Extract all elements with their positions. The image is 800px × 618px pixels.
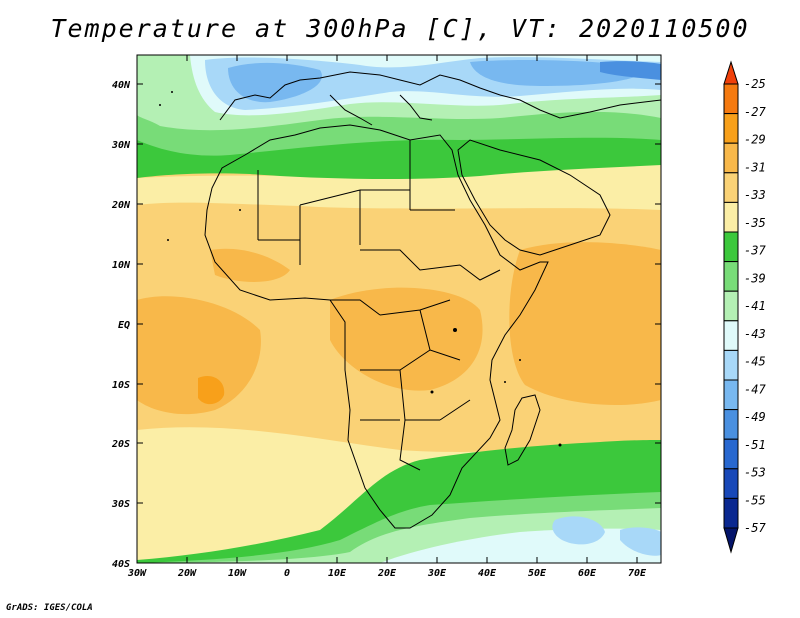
- colorbar-label: -31: [744, 160, 766, 174]
- colorbar-label: -25: [744, 77, 766, 91]
- colorbar-label: -43: [744, 327, 766, 341]
- colorbar-swatch: [723, 201, 739, 233]
- colorbar-swatch: [723, 379, 739, 411]
- colorbar-swatch: [723, 261, 739, 292]
- map-title: Temperature at 300hPa [C], VT: 202011050…: [50, 14, 750, 43]
- colorbar-label: -33: [744, 188, 766, 202]
- colorbar-swatch: [723, 468, 739, 499]
- lat-label-10n: 10N: [112, 260, 131, 271]
- colorbar-top-arrow: [723, 60, 739, 85]
- colorbar-label: -49: [744, 410, 766, 424]
- lon-label-20e: 20E: [377, 568, 397, 579]
- lon-label-10w: 10W: [228, 568, 247, 579]
- lon-label-40e: 40E: [478, 568, 497, 579]
- lon-label-50e: 50E: [528, 568, 547, 579]
- lat-label-40s: 40S: [112, 559, 130, 570]
- lat-label-10s: 10S: [112, 380, 130, 391]
- lat-label-20s: 20S: [111, 439, 130, 450]
- colorbar-label: -51: [744, 438, 766, 452]
- colorbar-swatch: [723, 349, 739, 381]
- colorbar-swatch: [723, 231, 739, 263]
- latitude-axis: [137, 83, 661, 504]
- colorbar-swatch: [723, 83, 739, 115]
- colorbar-label: -53: [744, 466, 766, 480]
- lon-label-30e: 30E: [427, 568, 447, 579]
- lon-label-70e: 70E: [628, 568, 647, 579]
- lat-label-40n: 40N: [112, 80, 131, 91]
- colorbar-label: -45: [744, 355, 766, 369]
- colorbar-swatch: [723, 172, 739, 203]
- colorbar-label: -41: [744, 299, 766, 313]
- colorbar-bottom-arrow: [723, 527, 739, 554]
- lat-label-30s: 30S: [111, 499, 130, 510]
- colorbar-label: -35: [744, 216, 766, 230]
- colorbar-label: -39: [744, 271, 766, 285]
- colorbar: -25 -27 -29 -31 -33 -35 -37 -39 -41 -43 -45 -47 -49 -…: [723, 60, 766, 554]
- lon-label-30w: 30W: [127, 568, 147, 579]
- colorbar-swatch: [723, 113, 739, 144]
- lon-label-0: 0: [284, 568, 290, 579]
- colorbar-swatch: [723, 290, 739, 322]
- colorbar-label: -55: [744, 493, 766, 507]
- plot-frame: [136, 54, 662, 564]
- credit-label: GrADS: IGES/COLA: [6, 603, 93, 613]
- colorbar-swatch: [723, 320, 739, 351]
- lon-label-10e: 10E: [328, 568, 347, 579]
- lat-label-eq: EQ: [118, 320, 130, 331]
- lon-label-20w: 20W: [177, 568, 197, 579]
- lat-label-30n: 30N: [111, 140, 131, 151]
- colorbar-swatch: [723, 409, 739, 440]
- temperature-field: [137, 55, 661, 563]
- colorbar-label: -57: [744, 521, 766, 535]
- lon-label-60e: 60E: [578, 568, 597, 579]
- colorbar-label: -47: [744, 382, 766, 396]
- colorbar-label: -27: [744, 105, 766, 119]
- colorbar-swatch: [723, 497, 739, 529]
- longitude-axis: [186, 55, 638, 563]
- colorbar-swatch: [723, 142, 739, 174]
- colorbar-label: -37: [744, 244, 766, 258]
- colorbar-swatch: [723, 438, 739, 470]
- colorbar-label: -29: [744, 133, 766, 147]
- lat-label-20n: 20N: [111, 200, 131, 211]
